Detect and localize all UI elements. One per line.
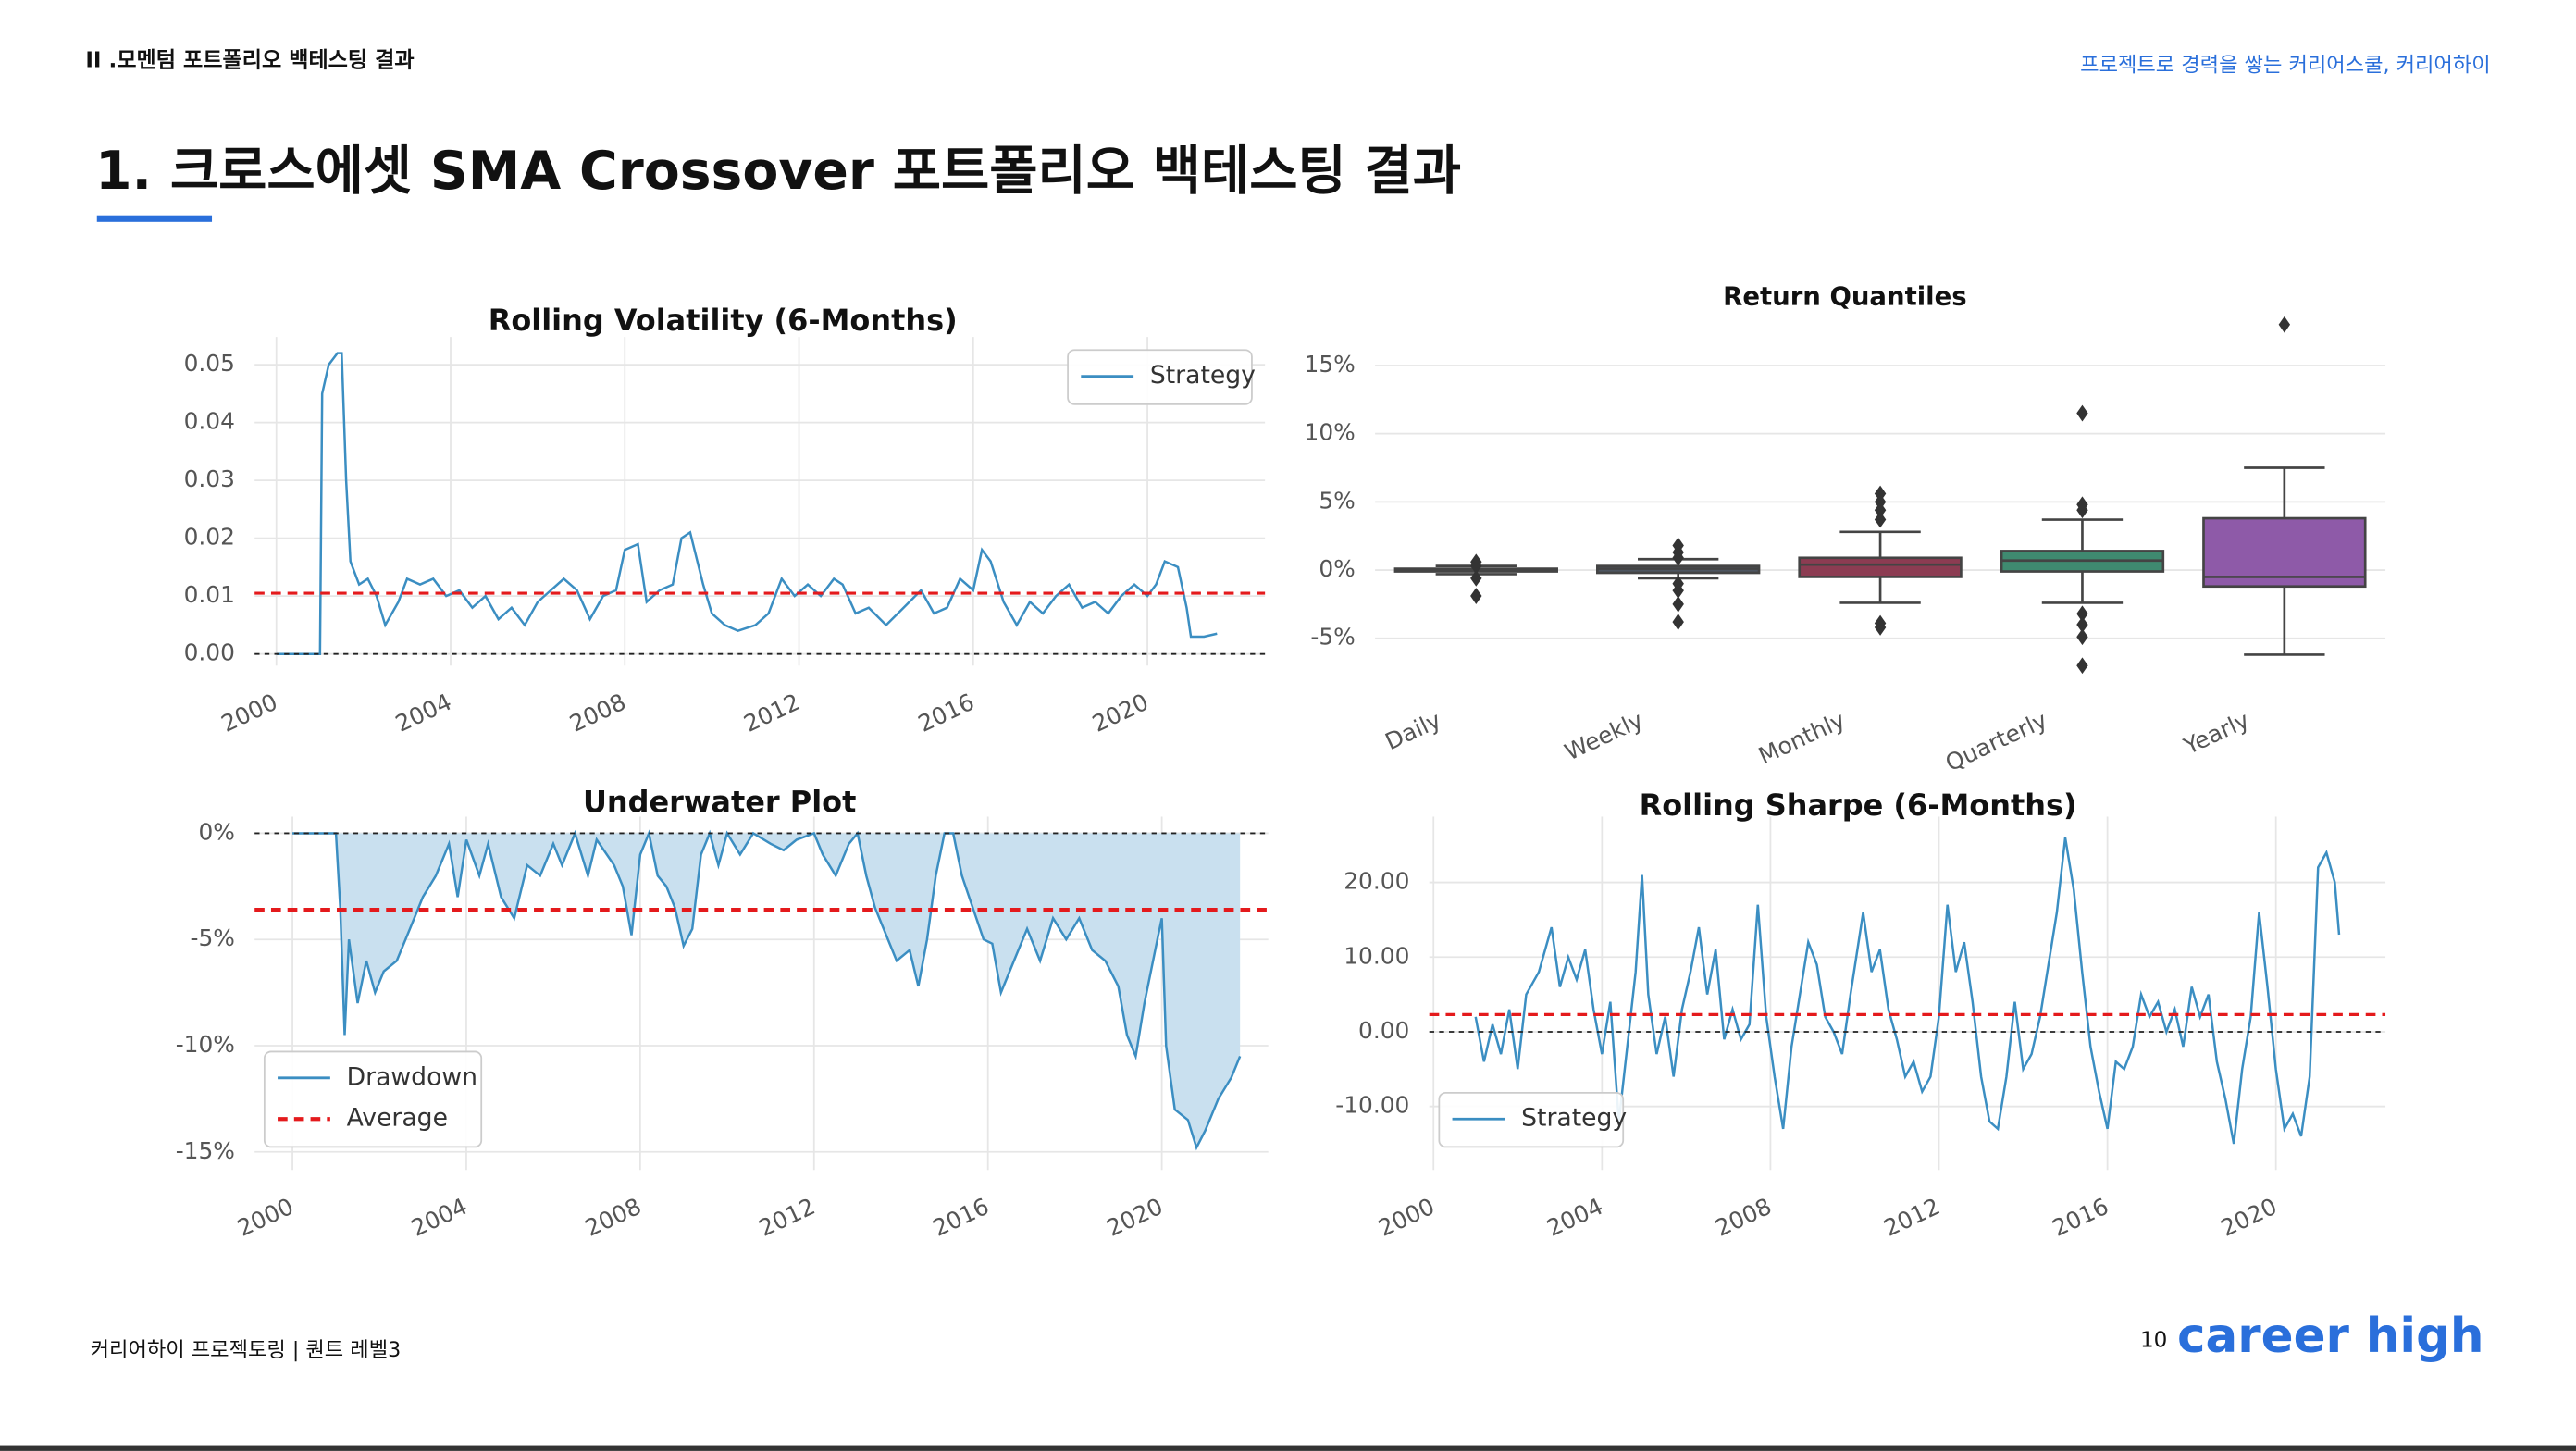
- outlier: [1874, 511, 1887, 528]
- outlier: [1672, 614, 1684, 630]
- y-tick-label: 0.03: [184, 465, 235, 492]
- y-tick-label: 15%: [1305, 351, 1356, 378]
- legend-label: Drawdown: [347, 1062, 477, 1091]
- chart-title: Rolling Volatility (6-Months): [489, 303, 958, 338]
- outlier: [2076, 628, 2088, 646]
- y-tick-label: -15%: [176, 1137, 235, 1164]
- outlier: [2076, 404, 2088, 422]
- y-tick-label: 0.02: [184, 524, 235, 551]
- tagline: 프로젝트로 경력을 쌓는 커리어스쿨, 커리어하이: [2080, 54, 2491, 78]
- y-tick-label: 0.00: [184, 639, 235, 666]
- outlier: [1470, 588, 1482, 604]
- legend-box: [1438, 1091, 1625, 1148]
- title-underline: [96, 215, 213, 222]
- outlier: [2076, 605, 2088, 623]
- legend-box: [1067, 349, 1253, 405]
- legend-label: Strategy: [1150, 361, 1256, 390]
- y-tick-label: -10%: [176, 1031, 235, 1058]
- legend-label: Average: [347, 1104, 448, 1133]
- outlier: [1672, 596, 1684, 613]
- series-line: [292, 829, 1242, 1151]
- box: [1798, 556, 1963, 578]
- outlier: [1874, 502, 1887, 519]
- y-tick-label: 0%: [198, 818, 234, 845]
- outlier: [2278, 316, 2291, 333]
- y-tick-label: 20.00: [1344, 868, 1409, 895]
- y-tick-label: -10.00: [1335, 1092, 1409, 1119]
- section-label: II .모멘텀 포트폴리오 백테스팅 결과: [85, 48, 414, 72]
- y-tick-label: 0.01: [184, 581, 235, 608]
- chart-title: Rolling Sharpe (6-Months): [1640, 788, 2077, 823]
- legend-label: Strategy: [1521, 1104, 1627, 1133]
- outlier: [2076, 657, 2088, 675]
- area-fill: [292, 833, 1241, 1148]
- y-tick-label: 10.00: [1344, 942, 1409, 969]
- chart-title: Return Quantiles: [1723, 281, 1967, 311]
- footer-text: 커리어하이 프로젝토링 | 퀀트 레벨3: [91, 1338, 402, 1362]
- y-tick-label: 0.05: [184, 350, 235, 377]
- series-line: [276, 352, 1218, 656]
- y-tick-label: 0%: [1319, 555, 1355, 582]
- outlier: [1470, 557, 1482, 575]
- outlier: [1874, 619, 1887, 636]
- outlier: [1672, 582, 1684, 600]
- logo: career high: [2177, 1308, 2484, 1364]
- y-tick-label: -5%: [191, 924, 235, 951]
- outlier: [2076, 616, 2088, 633]
- legend-box: [263, 1050, 483, 1148]
- y-tick-label: 0.04: [184, 408, 235, 435]
- bottom-border: [0, 1445, 2576, 1451]
- y-tick-label: -5%: [1310, 624, 1355, 651]
- y-tick-label: 10%: [1305, 419, 1356, 446]
- chart-title: Underwater Plot: [583, 784, 856, 819]
- page-number: 10: [2140, 1328, 2167, 1352]
- outlier: [2076, 502, 2088, 519]
- y-tick-label: 5%: [1319, 487, 1355, 514]
- y-tick-label: 0.00: [1358, 1017, 1409, 1044]
- outlier: [1672, 549, 1684, 566]
- page-title: 1. 크로스에셋 SMA Crossover 포트폴리오 백테스팅 결과: [95, 141, 1461, 202]
- box: [2202, 516, 2367, 589]
- outlier: [1470, 570, 1482, 587]
- series-line: [1474, 837, 2341, 1145]
